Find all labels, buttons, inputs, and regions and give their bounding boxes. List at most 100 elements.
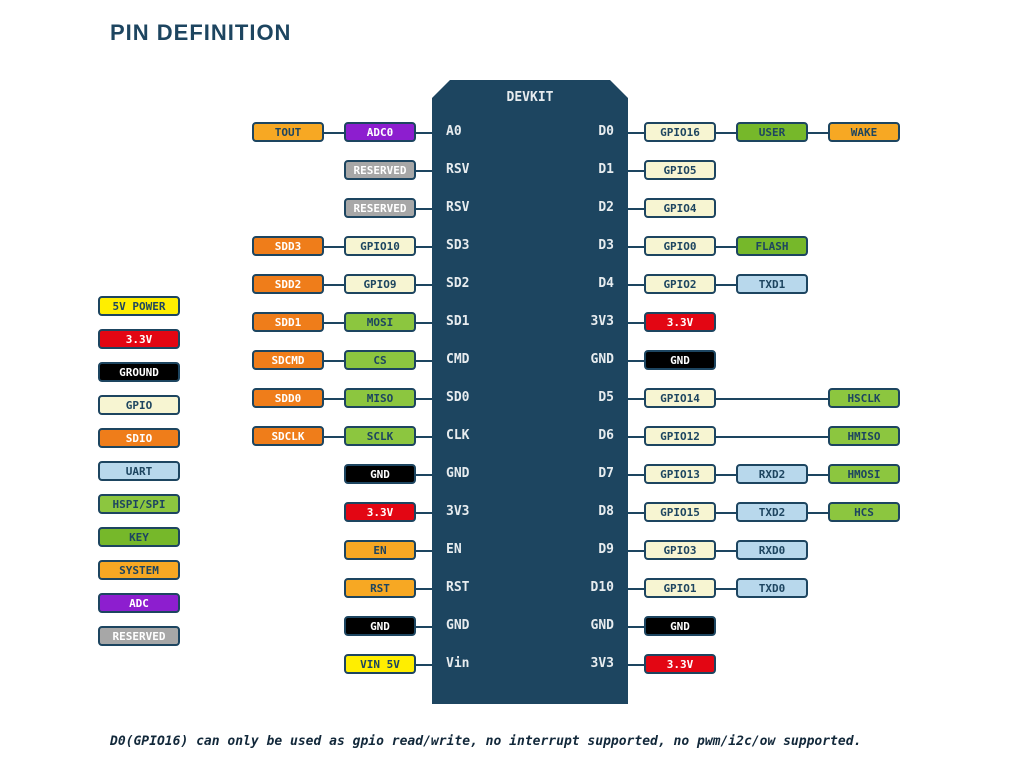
connector-wire [416, 208, 432, 210]
tag-reserved: RESERVED [344, 198, 416, 218]
connector-wire [416, 512, 432, 514]
legend-uart: UART [98, 461, 180, 481]
connector-wire [324, 284, 344, 286]
connector-wire [716, 474, 736, 476]
tag-hmiso: HMISO [828, 426, 900, 446]
tag-gpio10: GPIO10 [344, 236, 416, 256]
page-title: PIN DEFINITION [110, 20, 291, 46]
connector-wire [716, 512, 736, 514]
tag-sdcmd: SDCMD [252, 350, 324, 370]
tag-gpio14: GPIO14 [644, 388, 716, 408]
pin-right-d5: D5 [554, 390, 614, 405]
connector-wire [628, 246, 644, 248]
tag-txd2: TXD2 [736, 502, 808, 522]
devkit-board: DEVKIT A0D0RSVD1RSVD2SD3D3SD2D4SD13V3CMD… [432, 80, 628, 704]
tag-rxd2: RXD2 [736, 464, 808, 484]
connector-wire [628, 132, 644, 134]
pin-right-d0: D0 [554, 124, 614, 139]
tag-hcs: HCS [828, 502, 900, 522]
connector-wire [716, 246, 736, 248]
tag-sdd0: SDD0 [252, 388, 324, 408]
tag-3-3v: 3.3V [644, 312, 716, 332]
pin-right-d8: D8 [554, 504, 614, 519]
tag-gnd: GND [644, 350, 716, 370]
connector-wire [628, 322, 644, 324]
board-container: DEVKIT A0D0RSVD1RSVD2SD3D3SD2D4SD13V3CMD… [432, 80, 628, 704]
pin-left-en: EN [446, 542, 506, 557]
tag-rxd0: RXD0 [736, 540, 808, 560]
connector-wire [416, 474, 432, 476]
tag-reserved: RESERVED [344, 160, 416, 180]
pin-right-gnd: GND [554, 618, 614, 633]
connector-wire [716, 398, 828, 400]
pin-left-sd2: SD2 [446, 276, 506, 291]
tag-rst: RST [344, 578, 416, 598]
legend-v33: 3.3V [98, 329, 180, 349]
pin-right-d4: D4 [554, 276, 614, 291]
connector-wire [416, 398, 432, 400]
pin-right-gnd: GND [554, 352, 614, 367]
tag-gpio5: GPIO5 [644, 160, 716, 180]
connector-wire [324, 132, 344, 134]
connector-wire [416, 664, 432, 666]
connector-wire [416, 170, 432, 172]
connector-wire [628, 360, 644, 362]
connector-wire [808, 132, 828, 134]
tag-gpio3: GPIO3 [644, 540, 716, 560]
tag-txd1: TXD1 [736, 274, 808, 294]
pin-right-d9: D9 [554, 542, 614, 557]
legend-gpio: GPIO [98, 395, 180, 415]
tag-mosi: MOSI [344, 312, 416, 332]
tag-gpio4: GPIO4 [644, 198, 716, 218]
tag-sdclk: SDCLK [252, 426, 324, 446]
tag-wake: WAKE [828, 122, 900, 142]
tag-en: EN [344, 540, 416, 560]
tag-gpio12: GPIO12 [644, 426, 716, 446]
connector-wire [416, 246, 432, 248]
pin-right-d1: D1 [554, 162, 614, 177]
pin-left-a0: A0 [446, 124, 506, 139]
connector-wire [628, 284, 644, 286]
pin-right-d2: D2 [554, 200, 614, 215]
pin-left-sd3: SD3 [446, 238, 506, 253]
legend: 5V POWER3.3VGROUNDGPIOSDIOUARTHSPI/SPIKE… [98, 296, 180, 659]
legend-sdio: SDIO [98, 428, 180, 448]
tag-flash: FLASH [736, 236, 808, 256]
connector-wire [628, 626, 644, 628]
connector-wire [324, 436, 344, 438]
connector-wire [324, 322, 344, 324]
tag-miso: MISO [344, 388, 416, 408]
connector-wire [808, 512, 828, 514]
tag-gnd: GND [344, 616, 416, 636]
tag-3-3v: 3.3V [344, 502, 416, 522]
pin-left-sd1: SD1 [446, 314, 506, 329]
tag-gpio15: GPIO15 [644, 502, 716, 522]
board-title: DEVKIT [432, 90, 628, 105]
connector-wire [716, 132, 736, 134]
pin-right-3v3: 3V3 [554, 656, 614, 671]
tag-sdd2: SDD2 [252, 274, 324, 294]
connector-wire [628, 550, 644, 552]
connector-wire [628, 170, 644, 172]
connector-wire [416, 436, 432, 438]
tag-adc0: ADC0 [344, 122, 416, 142]
connector-wire [716, 284, 736, 286]
connector-wire [324, 360, 344, 362]
legend-gnd: GROUND [98, 362, 180, 382]
legend-reserved: RESERVED [98, 626, 180, 646]
tag-gpio1: GPIO1 [644, 578, 716, 598]
connector-wire [324, 246, 344, 248]
connector-wire [416, 626, 432, 628]
pin-left-rst: RST [446, 580, 506, 595]
tag-sclk: SCLK [344, 426, 416, 446]
pin-left-vin: Vin [446, 656, 506, 671]
connector-wire [628, 436, 644, 438]
legend-key: KEY [98, 527, 180, 547]
tag-3-3v: 3.3V [644, 654, 716, 674]
pin-left-clk: CLK [446, 428, 506, 443]
connector-wire [416, 550, 432, 552]
tag-cs: CS [344, 350, 416, 370]
tag-sdd3: SDD3 [252, 236, 324, 256]
connector-wire [628, 208, 644, 210]
legend-hspi: HSPI/SPI [98, 494, 180, 514]
